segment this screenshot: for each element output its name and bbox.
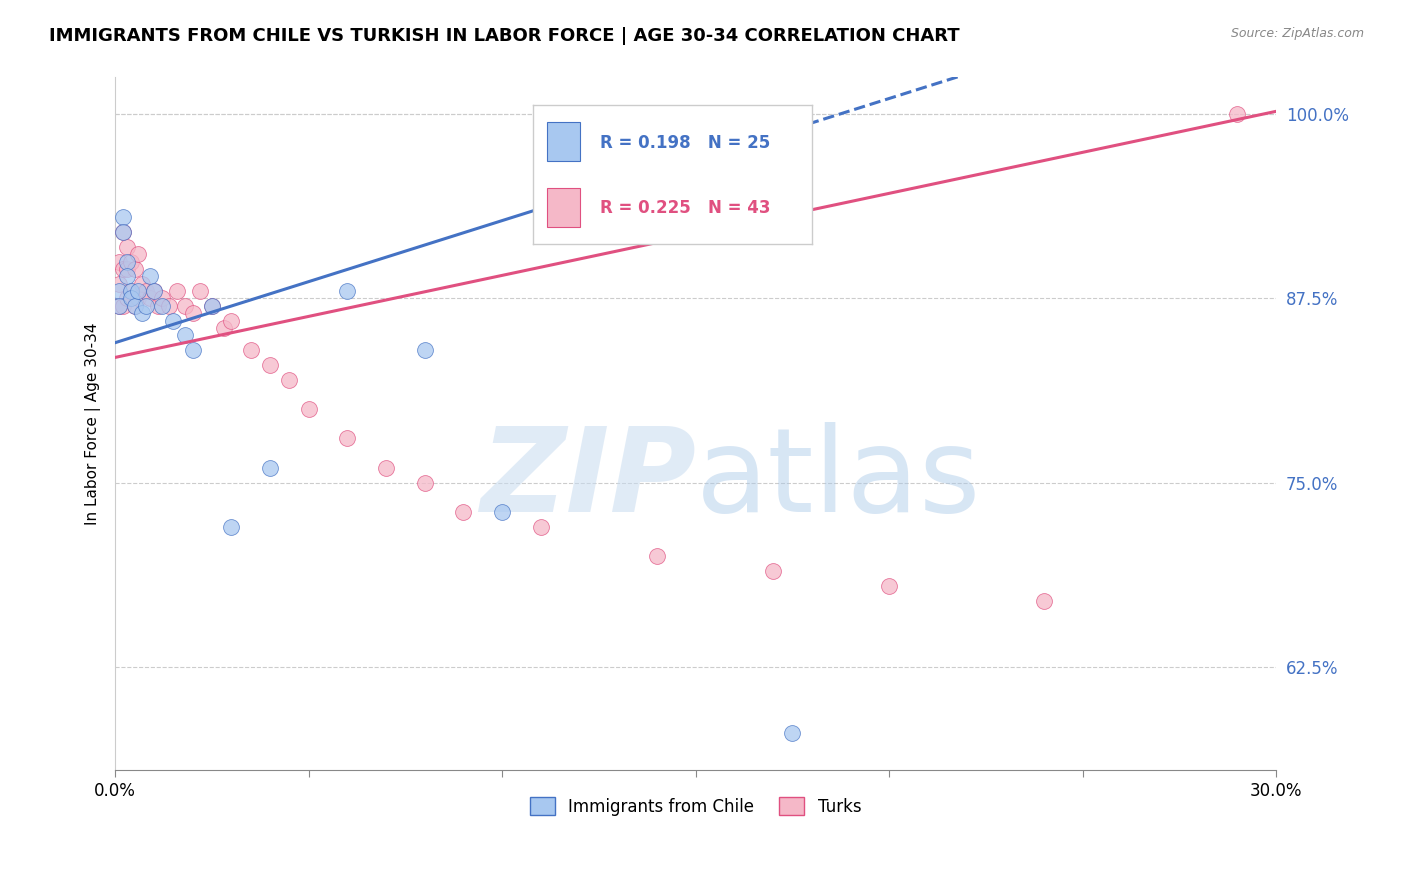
- Point: [150, 299, 173, 313]
- Text: Source: ZipAtlas.com: Source: ZipAtlas.com: [1230, 27, 1364, 40]
- Point: [108, 284, 131, 298]
- Point: [131, 306, 153, 320]
- Point: [1032, 593, 1054, 607]
- Point: [413, 343, 436, 357]
- Point: [259, 461, 281, 475]
- Point: [1226, 107, 1249, 121]
- Point: [115, 269, 138, 284]
- Point: [120, 284, 142, 298]
- Point: [135, 299, 157, 313]
- Point: [173, 328, 195, 343]
- Point: [453, 505, 475, 519]
- Text: IMMIGRANTS FROM CHILE VS TURKISH IN LABOR FORCE | AGE 30-34 CORRELATION CHART: IMMIGRANTS FROM CHILE VS TURKISH IN LABO…: [49, 27, 960, 45]
- Point: [491, 505, 513, 519]
- Legend: Immigrants from Chile, Turks: Immigrants from Chile, Turks: [522, 789, 870, 824]
- Point: [413, 475, 436, 490]
- Point: [157, 299, 180, 313]
- Point: [162, 313, 184, 327]
- Point: [530, 520, 553, 534]
- Point: [124, 299, 146, 313]
- Point: [278, 372, 301, 386]
- Point: [142, 284, 165, 298]
- Point: [188, 284, 211, 298]
- Point: [142, 284, 165, 298]
- Point: [762, 564, 785, 578]
- Point: [139, 269, 162, 284]
- Point: [219, 520, 242, 534]
- Point: [131, 277, 153, 291]
- Point: [120, 292, 142, 306]
- Point: [108, 254, 131, 268]
- Point: [115, 240, 138, 254]
- Point: [124, 299, 146, 313]
- Point: [201, 299, 224, 313]
- Point: [146, 299, 169, 313]
- Point: [108, 277, 131, 291]
- Point: [212, 321, 235, 335]
- Point: [336, 432, 359, 446]
- Point: [645, 549, 668, 564]
- Point: [150, 292, 173, 306]
- Point: [127, 284, 149, 298]
- Point: [120, 284, 142, 298]
- Point: [173, 299, 195, 313]
- Point: [108, 299, 131, 313]
- Text: ZIP: ZIP: [479, 422, 696, 537]
- Point: [181, 306, 204, 320]
- Point: [375, 461, 398, 475]
- Point: [127, 247, 149, 261]
- Point: [111, 262, 134, 277]
- Point: [201, 299, 224, 313]
- Point: [111, 225, 134, 239]
- Point: [111, 211, 134, 225]
- Point: [219, 313, 242, 327]
- Point: [782, 726, 804, 740]
- Point: [259, 358, 281, 372]
- Point: [336, 284, 359, 298]
- Point: [111, 299, 134, 313]
- Point: [139, 292, 162, 306]
- Point: [166, 284, 188, 298]
- Point: [108, 299, 131, 313]
- Text: atlas: atlas: [696, 422, 981, 537]
- Point: [127, 292, 149, 306]
- Point: [115, 262, 138, 277]
- Point: [111, 225, 134, 239]
- Point: [239, 343, 262, 357]
- Point: [115, 254, 138, 268]
- Point: [181, 343, 204, 357]
- Point: [877, 579, 900, 593]
- Point: [135, 284, 157, 298]
- Y-axis label: In Labor Force | Age 30-34: In Labor Force | Age 30-34: [86, 323, 101, 525]
- Point: [298, 402, 321, 417]
- Point: [120, 254, 142, 268]
- Point: [115, 292, 138, 306]
- Point: [124, 262, 146, 277]
